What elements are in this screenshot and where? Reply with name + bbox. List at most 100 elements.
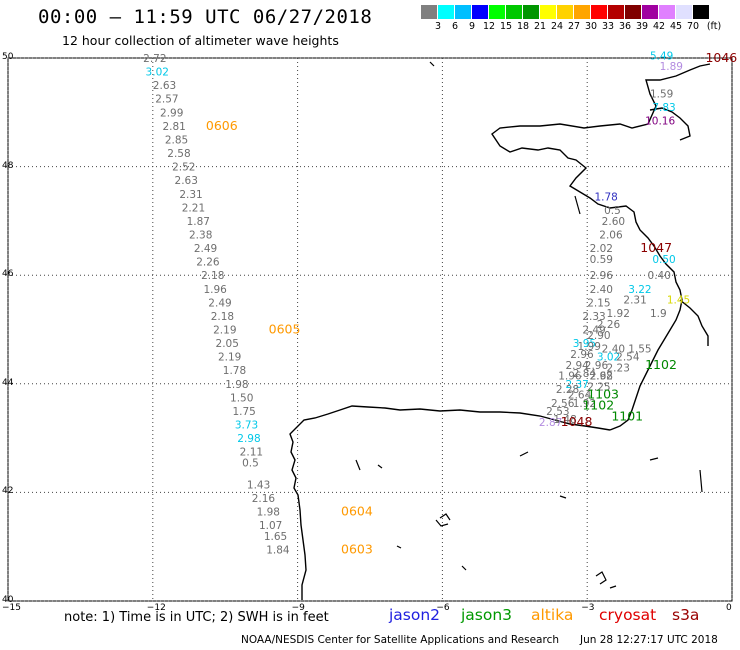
wave-height-value: 1.59 <box>650 88 673 100</box>
pass-id-label: 1046 <box>705 50 737 65</box>
wave-height-value: 2.87 <box>539 417 562 429</box>
map-title: 00:00 – 11:59 UTC 06/27/2018 <box>38 6 373 28</box>
wave-height-value: 2.31 <box>179 189 202 201</box>
wave-height-value: 2.52 <box>172 162 195 174</box>
wave-height-value: 2.63 <box>175 175 198 187</box>
legend-tick-label: 15 <box>499 21 513 32</box>
wave-height-value: 1.89 <box>660 61 683 73</box>
pass-id-label: 0605 <box>269 322 301 337</box>
legend-tick-label: 42 <box>652 21 666 32</box>
pass-id-label: 1102 <box>582 398 614 413</box>
satellite-s3a: s3a <box>672 606 700 624</box>
wave-height-value: 2.85 <box>165 134 188 146</box>
longitude-tick-label: −3 <box>581 603 595 613</box>
island <box>699 469 703 493</box>
satellite-cryosat: cryosat <box>599 606 657 624</box>
legend-tick-label: (ft) <box>706 21 722 32</box>
island <box>595 571 607 585</box>
wave-height-value: 2.40 <box>602 344 625 356</box>
wave-height-value: 2.96 <box>570 349 594 361</box>
legend-tick-label: 39 <box>635 21 649 32</box>
wave-height-value: 2.49 <box>582 325 605 337</box>
wave-height-value: 2.99 <box>160 107 183 119</box>
wave-height-value: 1.92 <box>573 398 596 410</box>
island <box>377 464 383 469</box>
wave-height-value: 2.72 <box>143 53 166 65</box>
wave-height-labels: 2.723.022.632.572.992.81 06062.852.582.52… <box>143 50 737 556</box>
lat-lon-grid <box>7 57 733 602</box>
legend-tick-label: 9 <box>468 21 476 32</box>
wave-height-value: 1.07 <box>259 520 282 532</box>
legend-tick-label: 6 <box>451 21 459 32</box>
legend-swatch <box>557 5 574 19</box>
satellite-altika: altika <box>531 606 574 624</box>
small-islands <box>355 61 703 589</box>
wave-height-value: 0.5 <box>604 205 621 217</box>
pass-id-label: 0606 <box>206 118 238 133</box>
pass-id-label: 1103 <box>587 387 619 402</box>
legend-swatch <box>625 5 642 19</box>
pass-id-label: 1048 <box>561 414 593 429</box>
wave-height-value: 1.75 <box>232 406 255 418</box>
wave-height-value: 2.94 <box>565 360 589 372</box>
wave-height-value: 1.84 <box>266 544 290 556</box>
wave-height-value: 1.96 <box>558 371 582 383</box>
legend-swatch <box>540 5 557 19</box>
legend-swatch <box>591 5 608 19</box>
wave-height-value: 2.84 <box>573 368 597 380</box>
legend-swatch <box>676 5 693 19</box>
latitude-tick-label: 50 <box>2 52 14 62</box>
longitude-tick-label: 0 <box>726 603 732 613</box>
wave-height-value: 2.40 <box>590 284 613 296</box>
island <box>396 545 402 549</box>
legend-tick-label: 30 <box>584 21 598 32</box>
legend-tick-label: 45 <box>669 21 683 32</box>
wave-height-value: 2.81 <box>162 121 185 133</box>
wave-height-value: 3.02 <box>597 352 620 364</box>
footer-note: note: 1) Time is in UTC; 2) SWH is in fe… <box>64 610 329 625</box>
wave-height-value: 2.23 <box>607 363 630 375</box>
wave-height-value: 1.87 <box>187 216 210 228</box>
satellite-jason3: jason3 <box>461 606 513 624</box>
wave-height-value: 1.78 <box>223 365 246 377</box>
island <box>461 565 467 571</box>
wave-height-value: 2.98 <box>590 371 613 383</box>
wave-height-value: 2.38 <box>189 229 212 241</box>
wave-height-value: 1.48 <box>553 414 576 426</box>
wave-height-value: 2.62 <box>590 371 613 383</box>
wave-height-value: 0.59 <box>590 254 613 266</box>
island <box>429 61 435 67</box>
wave-height-value: 1.65 <box>264 531 287 543</box>
wave-height-value: 2.33 <box>582 311 605 323</box>
wave-height-value: 1.92 <box>607 308 630 320</box>
wave-height-value: 2.25 <box>587 382 610 394</box>
legend-tick-label: 70 <box>686 21 700 32</box>
legend-tick-label: 33 <box>601 21 615 32</box>
wave-height-value: 2.60 <box>602 216 625 228</box>
wave-height-value: 2.06 <box>599 229 623 241</box>
wave-height-value: 1.78 <box>594 191 617 203</box>
wave-height-value: 2.05 <box>216 338 239 350</box>
legend-tick-label: 3 <box>434 21 442 32</box>
map-subtitle: 12 hour collection of altimeter wave hei… <box>62 33 339 48</box>
latitude-tick-label: 42 <box>2 486 14 497</box>
wave-height-value: 2.56 <box>551 398 575 410</box>
wave-height-value: 2.16 <box>252 493 276 505</box>
pass-id-label: 0603 <box>341 541 373 556</box>
longitude-tick-label: −6 <box>436 603 450 613</box>
wave-height-value: 3.22 <box>628 284 651 296</box>
wave-height-value: 2.96 <box>590 270 614 282</box>
color-scale-legend <box>421 5 710 19</box>
legend-tick-label: 27 <box>567 21 581 32</box>
map-frame <box>7 57 733 602</box>
island <box>435 519 449 527</box>
wave-height-value: 5.49 <box>650 50 673 62</box>
wave-height-value: 2.64 <box>568 390 592 402</box>
wave-height-value: 0.5 <box>242 458 259 470</box>
coastline-gironde <box>679 299 709 346</box>
wave-height-value: 7.83 <box>652 102 675 114</box>
coastline-iberia <box>289 405 611 600</box>
wave-height-value: 2.54 <box>616 352 640 364</box>
wave-height-value: 1.99 <box>578 341 601 353</box>
